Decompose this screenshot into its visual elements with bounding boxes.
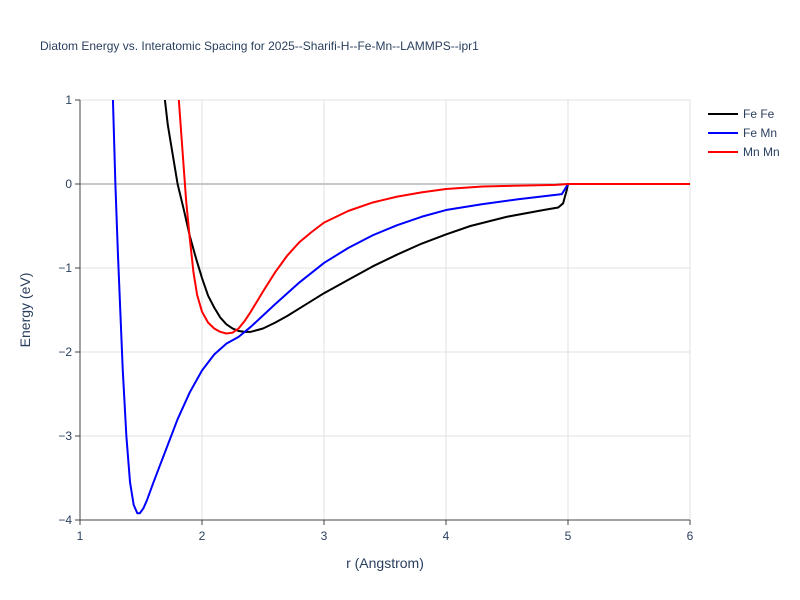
x-tick-label: 6 — [687, 529, 694, 543]
x-axis-title: r (Angstrom) — [346, 555, 424, 571]
legend-item-mn-mn[interactable]: Mn Mn — [708, 145, 780, 159]
y-tick-label: −4 — [58, 513, 72, 527]
x-tick-labels: 1 2 3 4 5 6 — [77, 529, 694, 543]
legend-label-fe-fe: Fe Fe — [743, 107, 775, 121]
x-tick-label: 3 — [321, 529, 328, 543]
x-tick-label: 1 — [77, 529, 84, 543]
series-group — [111, 100, 690, 515]
legend: Fe Fe Fe Mn Mn Mn — [708, 107, 780, 159]
y-tick-label: 0 — [65, 177, 72, 191]
legend-label-fe-mn: Fe Mn — [743, 126, 777, 140]
x-tick-label: 5 — [565, 529, 572, 543]
series-line-mn-mn — [177, 100, 690, 335]
y-tick-labels: 1 0 −1 −2 −3 −4 — [58, 93, 72, 527]
y-tick-label: −1 — [58, 261, 72, 275]
x-tick-label: 4 — [443, 529, 450, 543]
y-tick-label: −2 — [58, 345, 72, 359]
y-tick-label: 1 — [65, 93, 72, 107]
legend-label-mn-mn: Mn Mn — [743, 145, 780, 159]
y-tick-label: −3 — [58, 429, 72, 443]
axes — [75, 99, 691, 525]
series-line-fe-fe — [163, 100, 690, 333]
legend-item-fe-fe[interactable]: Fe Fe — [708, 107, 775, 121]
x-tick-label: 2 — [199, 529, 206, 543]
chart-title: Diatom Energy vs. Interatomic Spacing fo… — [40, 39, 479, 53]
series-line-fe-mn — [111, 100, 690, 515]
legend-item-fe-mn[interactable]: Fe Mn — [708, 126, 777, 140]
y-axis-title: Energy (eV) — [17, 273, 33, 348]
